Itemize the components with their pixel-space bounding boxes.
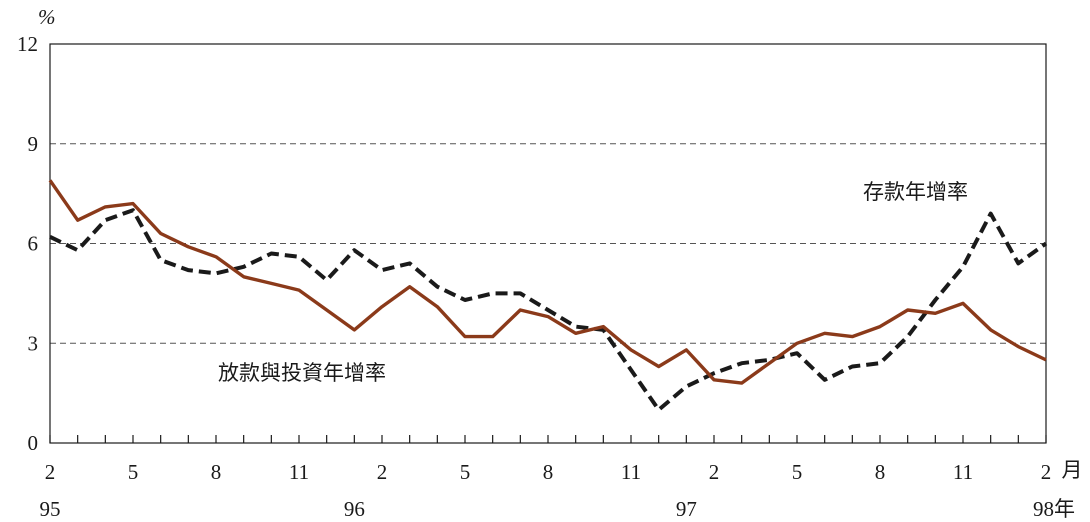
x-unit-label: 月 [1062,458,1083,482]
x-tick-label: 2 [1041,460,1052,484]
gridlines [50,143,1046,344]
year-label: 95 [40,497,61,521]
x-tick-label: 5 [792,460,803,484]
x-tick-label: 2 [45,460,56,484]
y-tick-label: 0 [28,431,39,455]
year-label: 97 [676,497,697,521]
series-line-loans-investments [48,179,1047,385]
y-tick-label: 3 [28,331,39,355]
x-tick-label: 5 [128,460,139,484]
x-tick-label: 8 [875,460,886,484]
x-tick-label: 8 [543,460,554,484]
series-lines [48,179,1048,412]
year-label: 96 [344,497,365,521]
axes [49,43,1047,444]
x-tick-label: 2 [377,460,388,484]
y-tick-label: 6 [28,232,39,256]
plot-frame [49,43,1047,444]
x-tick-label: 11 [953,460,973,484]
x-tick-label: 8 [211,460,222,484]
x-tick-label: 2 [709,460,720,484]
y-tick-label: 9 [28,132,39,156]
x-tick-label: 11 [621,460,641,484]
year-label: 98年 [1033,497,1075,521]
series-label-deposits: 存款年增率 [863,180,968,204]
y-unit-label: % [38,5,56,29]
x-tick-label: 11 [289,460,309,484]
series-label-loans-investments: 放款與投資年增率 [218,361,386,385]
y-tick-label: 12 [17,32,38,56]
x-tick-label: 5 [460,460,471,484]
series-line-deposits [49,208,1048,412]
